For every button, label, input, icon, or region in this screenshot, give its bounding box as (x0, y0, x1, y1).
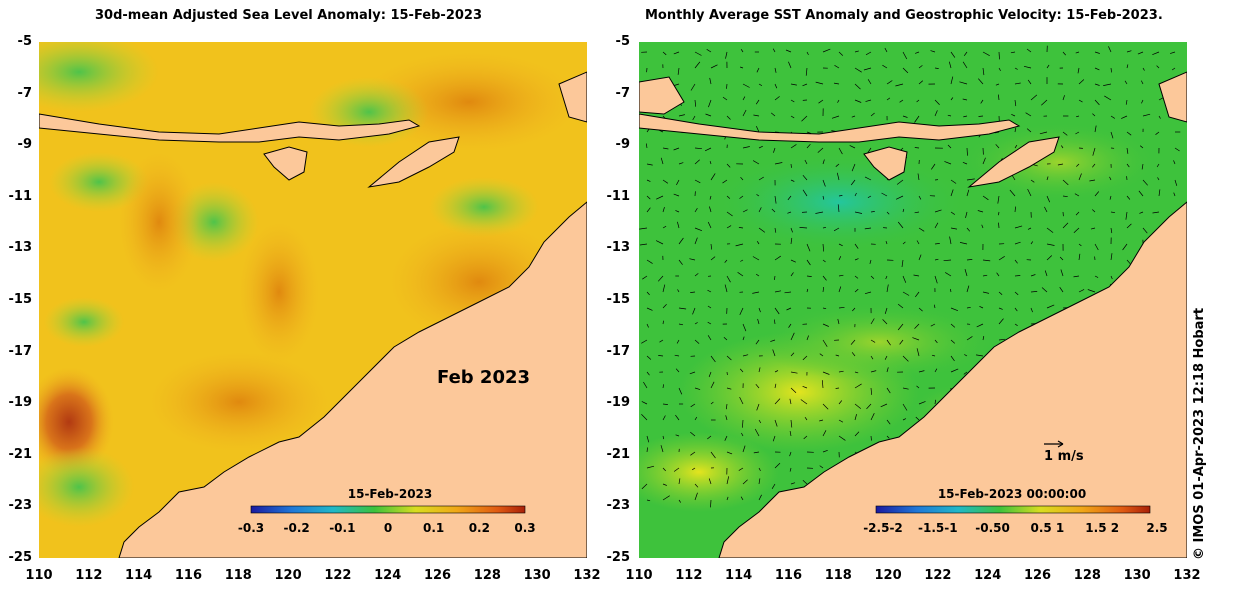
month-label: Feb 2023 (437, 367, 531, 388)
longitude-tick: 122 (924, 568, 952, 583)
longitude-tick: 130 (523, 568, 551, 583)
colorbar-tick-label: -0.2 (283, 521, 310, 535)
latitude-tick: -17 (8, 343, 33, 359)
longitude-tick: 122 (324, 568, 352, 583)
velocity-scale-arrow (1044, 440, 1064, 448)
colorbar-tick-label: 0.2 (468, 521, 490, 535)
colorbar-tick-label: 0 (383, 521, 393, 535)
colorbar-tick-label: -1.5-1 (918, 521, 958, 535)
latitude-tick: -19 (8, 395, 33, 411)
sla-colorbar (250, 505, 526, 514)
longitude-tick: 124 (974, 568, 1002, 583)
longitude-tick: 114 (125, 568, 153, 583)
longitude-tick: 126 (1023, 568, 1052, 583)
longitude-tick: 112 (675, 568, 703, 583)
colorbar-tick-label: 0.3 (514, 521, 536, 535)
latitude-tick: -7 (615, 85, 630, 101)
latitude-tick: -15 (606, 292, 631, 307)
latitude-tick: -11 (606, 188, 631, 204)
latitude-tick: -9 (17, 137, 32, 153)
latitude-tick: -5 (17, 34, 32, 49)
left-panel-title: 30d-mean Adjusted Sea Level Anomaly: 15-… (95, 8, 482, 23)
colorbar-tick-label: 1.5 2 (1085, 521, 1120, 535)
latitude-tick: -25 (606, 550, 631, 565)
longitude-tick: 112 (75, 568, 103, 583)
colorbar-tick-label: 2.5 (1146, 521, 1168, 535)
latitude-tick: -13 (606, 240, 631, 256)
sst-colorbar-title: 15-Feb-2023 00:00:00 (937, 487, 1087, 501)
longitude-tick: 114 (725, 568, 753, 583)
latitude-tick: -5 (615, 34, 630, 49)
latitude-tick: -19 (606, 395, 631, 411)
latitude-tick: -25 (8, 550, 33, 565)
credit-text: © IMOS 01-Apr-2023 12:18 Hobart (1192, 307, 1207, 560)
colorbar-tick-label: -2.5-2 (863, 521, 903, 535)
colorbar-tick-label: 0.1 (423, 521, 445, 535)
longitude-tick: 116 (774, 568, 803, 583)
latitude-tick: -21 (606, 446, 631, 462)
sst-anomaly-map (639, 42, 1187, 558)
latitude-tick: -13 (8, 240, 33, 256)
longitude-tick: 126 (423, 568, 452, 583)
right-panel-title: Monthly Average SST Anomaly and Geostrop… (645, 8, 1163, 23)
longitude-tick: 116 (174, 568, 203, 583)
latitude-tick: -7 (17, 85, 32, 101)
latitude-tick: -15 (8, 292, 33, 307)
longitude-tick: 120 (274, 568, 302, 583)
latitude-tick: -11 (8, 188, 33, 204)
longitude-tick: 118 (824, 568, 852, 583)
colorbar-tick-label: -0.1 (329, 521, 356, 535)
longitude-tick: 128 (473, 568, 501, 583)
latitude-tick: -17 (606, 343, 631, 359)
longitude-tick: 132 (573, 568, 601, 583)
colorbar-tick-label: -0.3 (237, 521, 265, 535)
longitude-tick: 120 (874, 568, 902, 583)
sla-colorbar-title: 15-Feb-2023 (347, 487, 433, 501)
velocity-scale-label: 1 m/s (1044, 449, 1084, 464)
colorbar-tick-label: -0.50 (975, 521, 1010, 535)
longitude-tick: 132 (1173, 568, 1201, 583)
longitude-tick: 118 (224, 568, 252, 583)
latitude-tick: -23 (8, 498, 33, 514)
latitude-tick: -23 (606, 498, 631, 514)
longitude-tick: 124 (374, 568, 402, 583)
longitude-tick: 110 (625, 568, 653, 583)
longitude-tick: 130 (1123, 568, 1151, 583)
longitude-tick: 128 (1073, 568, 1101, 583)
sst-colorbar (875, 505, 1151, 514)
latitude-tick: -9 (615, 137, 630, 153)
longitude-tick: 110 (25, 568, 53, 583)
latitude-tick: -21 (8, 446, 33, 462)
sea-level-anomaly-map (39, 42, 587, 558)
colorbar-tick-label: 0.5 1 (1030, 521, 1065, 535)
